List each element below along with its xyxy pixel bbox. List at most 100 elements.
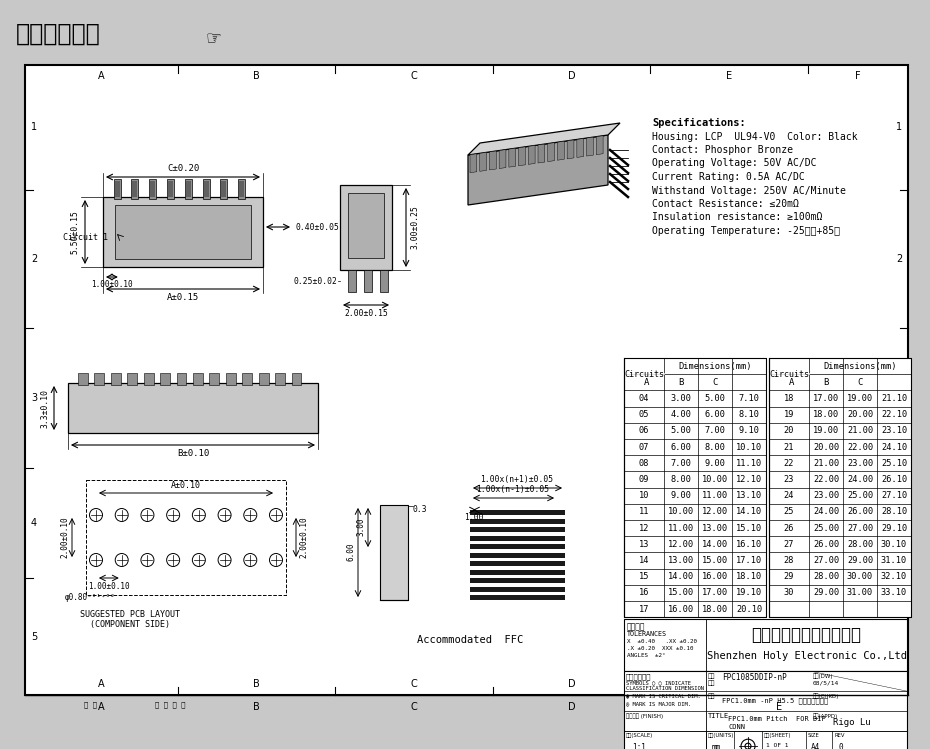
- Bar: [115, 205, 251, 259]
- Text: 8.00: 8.00: [671, 475, 692, 484]
- Bar: [86, 480, 286, 595]
- Bar: [470, 527, 565, 532]
- Text: 25.10: 25.10: [881, 459, 907, 468]
- Bar: [78, 373, 87, 385]
- Text: 09: 09: [639, 475, 649, 484]
- Text: 06: 06: [639, 426, 649, 435]
- Text: 27.00: 27.00: [813, 556, 839, 565]
- Polygon shape: [557, 142, 565, 160]
- Text: E: E: [726, 679, 732, 689]
- Polygon shape: [480, 152, 486, 172]
- Text: 31.10: 31.10: [881, 556, 907, 565]
- Text: 17.00: 17.00: [813, 394, 839, 403]
- Bar: [243, 373, 252, 385]
- Text: 30.00: 30.00: [847, 572, 873, 581]
- Text: 13.00: 13.00: [668, 556, 694, 565]
- Text: mm: mm: [712, 743, 722, 749]
- Text: 9.00: 9.00: [705, 459, 725, 468]
- Text: 29: 29: [784, 572, 794, 581]
- Text: 18.00: 18.00: [813, 410, 839, 419]
- Text: 1.00x(n-1)±0.05: 1.00x(n-1)±0.05: [476, 485, 550, 494]
- Text: SUGGESTED PCB LAYOUT: SUGGESTED PCB LAYOUT: [80, 610, 180, 619]
- Text: B: B: [678, 377, 684, 386]
- Text: 14.00: 14.00: [702, 540, 728, 549]
- Text: 0: 0: [838, 743, 843, 749]
- Text: 08: 08: [639, 459, 649, 468]
- Text: 26.10: 26.10: [881, 475, 907, 484]
- Text: .X ±0.20  XXX ±0.10: .X ±0.20 XXX ±0.10: [627, 646, 694, 651]
- Text: 15.10: 15.10: [736, 524, 762, 533]
- Text: 27.00: 27.00: [847, 524, 873, 533]
- Bar: [470, 578, 565, 583]
- Text: Dimensions(mm): Dimensions(mm): [823, 362, 897, 371]
- Text: 2.00±0.10: 2.00±0.10: [299, 517, 308, 558]
- Polygon shape: [470, 154, 477, 173]
- Text: 20.00: 20.00: [813, 443, 839, 452]
- Polygon shape: [468, 123, 620, 155]
- Text: Withstand Voltage: 250V AC/Minute: Withstand Voltage: 250V AC/Minute: [652, 186, 846, 195]
- Text: REV: REV: [834, 733, 844, 739]
- Text: C: C: [411, 702, 418, 712]
- Text: TOLERANCES: TOLERANCES: [627, 631, 667, 637]
- Text: 19.00: 19.00: [847, 394, 873, 403]
- Text: 3: 3: [31, 393, 37, 403]
- Text: φ0.80⁻⁰¹⁺⁰²: φ0.80⁻⁰¹⁺⁰²: [64, 593, 115, 602]
- Text: Shenzhen Holy Electronic Co.,Ltd: Shenzhen Holy Electronic Co.,Ltd: [707, 651, 907, 661]
- Text: 17.10: 17.10: [736, 556, 762, 565]
- Bar: [25, 65, 908, 695]
- Text: 7.10: 7.10: [738, 394, 760, 403]
- Text: 28: 28: [784, 556, 794, 565]
- Bar: [103, 197, 263, 267]
- Text: 15.00: 15.00: [702, 556, 728, 565]
- Text: 5.50±0.15: 5.50±0.15: [70, 210, 79, 254]
- Bar: [167, 179, 174, 199]
- Text: 1:1: 1:1: [632, 743, 645, 749]
- Bar: [238, 179, 246, 199]
- Polygon shape: [587, 137, 593, 156]
- Text: 品名: 品名: [708, 694, 715, 699]
- Polygon shape: [489, 151, 497, 170]
- Text: A: A: [99, 679, 105, 689]
- Text: A: A: [99, 702, 105, 712]
- Text: 制图(DW): 制图(DW): [813, 673, 833, 679]
- Text: 21.00: 21.00: [813, 459, 839, 468]
- Bar: [348, 193, 384, 258]
- Bar: [348, 270, 356, 292]
- Text: 05: 05: [639, 410, 649, 419]
- Bar: [131, 179, 139, 199]
- Polygon shape: [577, 139, 584, 157]
- Text: C±0.20: C±0.20: [166, 164, 199, 173]
- Text: 13.10: 13.10: [736, 491, 762, 500]
- Text: 在线图纸下载: 在线图纸下载: [16, 22, 100, 46]
- Text: 30.10: 30.10: [881, 540, 907, 549]
- Text: 30: 30: [784, 589, 794, 598]
- Text: 12: 12: [639, 524, 649, 533]
- Text: TITLE: TITLE: [708, 713, 729, 719]
- Bar: [470, 569, 565, 574]
- Text: 26: 26: [784, 524, 794, 533]
- Text: 11.00: 11.00: [702, 491, 728, 500]
- Text: 6.00: 6.00: [346, 543, 355, 561]
- Text: 4: 4: [31, 518, 37, 528]
- Text: 审核(CHKD): 审核(CHKD): [813, 694, 839, 699]
- Text: 2: 2: [896, 254, 902, 264]
- Text: 12.00: 12.00: [702, 507, 728, 516]
- Text: 2.00±0.15: 2.00±0.15: [344, 309, 388, 318]
- Text: ANGLES  ±2°: ANGLES ±2°: [627, 653, 666, 658]
- Text: 图号: 图号: [708, 680, 715, 686]
- Text: Accommodated  FFC: Accommodated FFC: [417, 635, 523, 645]
- Bar: [132, 181, 138, 197]
- Text: 10.10: 10.10: [736, 443, 762, 452]
- Text: 9.00: 9.00: [671, 491, 692, 500]
- Text: 26.00: 26.00: [813, 540, 839, 549]
- Polygon shape: [567, 140, 574, 159]
- Text: D: D: [567, 702, 576, 712]
- Text: 表面处理 (FINISH): 表面处理 (FINISH): [626, 713, 663, 719]
- Polygon shape: [596, 136, 603, 155]
- Text: 比例(SCALE): 比例(SCALE): [626, 733, 653, 739]
- Text: CLASSIFICATION DIMENSION: CLASSIFICATION DIMENSION: [626, 685, 704, 691]
- Text: 21.10: 21.10: [881, 394, 907, 403]
- Text: 审  核  审  查: 审 核 审 查: [154, 702, 185, 709]
- Bar: [221, 181, 226, 197]
- Text: 17.00: 17.00: [702, 589, 728, 598]
